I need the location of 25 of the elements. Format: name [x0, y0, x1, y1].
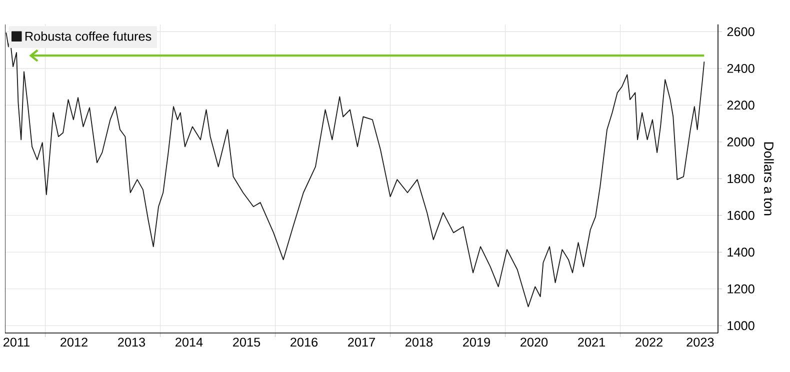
y-tick-label: 1200 — [728, 284, 754, 294]
legend-label: Robusta coffee futures — [25, 31, 152, 41]
y-tick-label: 1600 — [728, 210, 754, 220]
y-axis-title: Dollars a ton — [764, 142, 774, 216]
x-tick-label: 2012 — [60, 338, 88, 347]
x-tick-label: 2016 — [290, 338, 318, 347]
y-tick-label: 1000 — [728, 321, 754, 330]
x-tick-label: 2015 — [233, 338, 260, 347]
y-tick-label: 2000 — [727, 137, 754, 146]
x-tick-label: 2021 — [578, 338, 605, 347]
x-tick-label: 2011 — [4, 338, 30, 347]
y-tick-label: 2200 — [727, 100, 754, 110]
x-tick-label: 2023 — [686, 338, 714, 347]
x-tick-label: 2019 — [463, 338, 490, 347]
x-tick-label: 2017 — [348, 338, 375, 347]
x-tick-label: 2022 — [636, 338, 662, 347]
x-tick-label: 2014 — [176, 338, 203, 347]
y-tick-label: 2600 — [727, 27, 754, 36]
y-tick-label: 1400 — [728, 248, 754, 257]
x-tick-label: 2020 — [520, 338, 548, 347]
x-tick-label: 2018 — [406, 338, 433, 347]
x-tick-label: 2013 — [118, 338, 146, 347]
y-tick-label: 2400 — [727, 64, 754, 73]
y-tick-label: 1800 — [728, 174, 754, 184]
line-series — [6, 32, 705, 308]
